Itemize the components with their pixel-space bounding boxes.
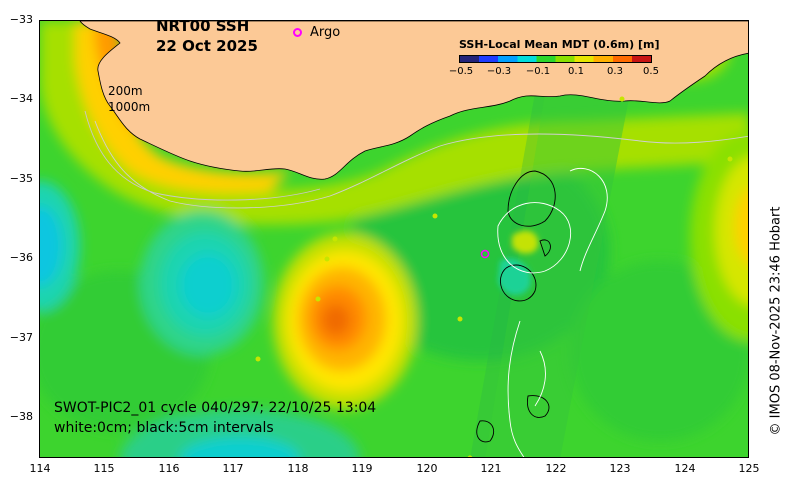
drifter-point <box>432 213 438 219</box>
x-tick-label: 123 <box>609 462 631 475</box>
black-contour <box>527 395 550 418</box>
colorbar-tick: 0.3 <box>607 66 623 77</box>
drifter-points <box>255 96 733 457</box>
east-high-mid <box>715 157 748 305</box>
x-tick-label: 114 <box>29 462 51 475</box>
x-tick-label: 124 <box>674 462 696 475</box>
x-tick-label: 118 <box>287 462 309 475</box>
map-title: NRT00 SSH <box>156 17 250 35</box>
colorbar-tick: −0.1 <box>525 66 551 77</box>
white-contour <box>507 320 525 457</box>
drifter-point <box>467 455 473 457</box>
x-tick-label: 117 <box>222 462 244 475</box>
y-tick-label: −37 <box>9 331 33 344</box>
map-panel <box>39 20 749 458</box>
isobath-1000-label: 1000m <box>108 100 151 114</box>
far-west-cold-core <box>40 206 62 286</box>
white-contour <box>534 350 546 407</box>
x-tick-label: 115 <box>93 462 115 475</box>
y-tick-label: −36 <box>9 251 33 264</box>
green-zone-southeast <box>570 261 748 441</box>
black-contour <box>499 264 537 302</box>
black-contour <box>539 239 551 257</box>
y-tick-label: −33 <box>9 13 33 26</box>
colorbar-tick: 0.5 <box>643 66 659 77</box>
colorbar-tick: −0.5 <box>448 66 474 77</box>
warm-eddy-peak <box>322 304 350 336</box>
ssh-map <box>40 21 748 457</box>
drifter-point <box>332 236 338 242</box>
white-contour <box>94 120 748 209</box>
black-contour <box>507 170 556 227</box>
map-date: 22 Oct 2025 <box>156 37 258 55</box>
south-cold-outer <box>120 409 360 457</box>
shelf-current-band <box>40 21 748 225</box>
drifter-point <box>727 156 733 162</box>
x-tick-label: 116 <box>158 462 180 475</box>
swot-pass-info: SWOT-PIC2_01 cycle 040/297; 22/10/25 13:… <box>54 400 377 416</box>
shelf-current-core <box>75 21 290 193</box>
colorbar-title: SSH-Local Mean MDT (0.6m) [m] <box>459 38 660 51</box>
isobath-200-label: 200m <box>108 84 143 98</box>
y-tick-label: −35 <box>9 172 33 185</box>
y-tick-label: −38 <box>9 410 33 423</box>
black-contour <box>476 420 494 443</box>
ssh-field <box>40 21 748 457</box>
drifter-point <box>619 96 625 102</box>
argo-float-marker[interactable] <box>480 249 490 259</box>
drifter-point <box>255 356 261 362</box>
argo-legend-icon <box>293 28 302 37</box>
white-contour <box>569 167 608 272</box>
x-tick-label: 125 <box>738 462 760 475</box>
drifter-point <box>457 316 463 322</box>
colorbar-tick: 0.1 <box>568 66 584 77</box>
east-high-core <box>735 188 748 264</box>
white-contour <box>84 110 321 201</box>
y-tick-label: −34 <box>9 92 33 105</box>
south-cold-core <box>180 437 300 457</box>
ssh-contours <box>84 110 748 457</box>
x-tick-label: 119 <box>351 462 373 475</box>
argo-legend-label: Argo <box>310 25 341 40</box>
swot-feature-high <box>512 230 539 254</box>
drifter-point <box>315 296 321 302</box>
swot-swath-east <box>485 93 630 457</box>
contour-legend: white:0cm; black:5cm intervals <box>54 420 274 436</box>
colorbar-tick: −0.3 <box>486 66 512 77</box>
drifter-point <box>324 256 330 262</box>
colorbar <box>459 55 652 63</box>
credit-text: © IMOS 08-Nov-2025 23:46 Hobart <box>768 206 784 436</box>
x-tick-label: 122 <box>545 462 567 475</box>
x-tick-label: 120 <box>416 462 438 475</box>
white-contour <box>497 202 572 274</box>
x-tick-label: 121 <box>480 462 502 475</box>
cold-eddy-core <box>180 253 236 317</box>
